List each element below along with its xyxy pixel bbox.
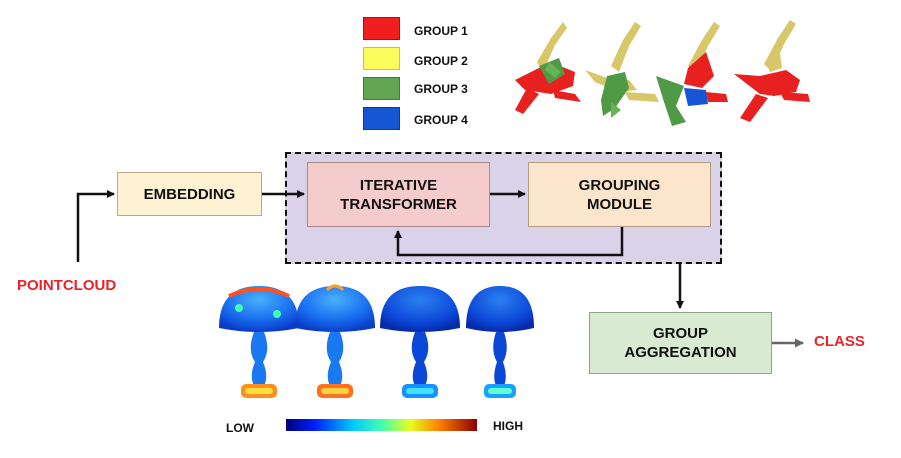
iterative-transformer-box: ITERATIVE TRANSFORMER [307, 162, 490, 227]
airplane-illustration-2 [585, 22, 659, 118]
heatmap-color-scale-bar [286, 419, 477, 431]
pointcloud-label: POINTCLOUD [17, 277, 117, 294]
group-aggregation-label-line-2: AGGREGATION [624, 344, 737, 361]
legend-swatch-group-4 [363, 107, 400, 130]
scale-low-label: LOW [226, 421, 254, 435]
grouping-module-label-line-1: GROUPING [578, 176, 661, 194]
embedding-label: EMBEDDING [143, 185, 236, 203]
airplane-illustration-4 [734, 20, 810, 122]
class-label: CLASS [814, 333, 865, 350]
group-aggregation-box: GROUP AGGREGATION [589, 312, 772, 374]
airplane-illustration-1 [515, 22, 581, 114]
iterative-transformer-label-line-1: ITERATIVE [359, 176, 438, 194]
legend-label-group-1: GROUP 1 [414, 24, 468, 38]
legend-swatch-group-1 [363, 17, 400, 40]
grouping-module-box: GROUPING MODULE [528, 162, 711, 227]
airplane-illustration-3 [656, 22, 728, 126]
arrow-pointcloud-to-embedding [76, 190, 115, 262]
lamp-illustration-2 [295, 284, 375, 398]
legend-swatch-group-3 [363, 77, 400, 100]
arrow-grouping-feedback-loop [394, 227, 624, 257]
legend-label-group-3: GROUP 3 [414, 82, 468, 96]
lamp-illustration-3 [380, 286, 460, 398]
grouping-module-label-line-2: MODULE [587, 195, 652, 213]
lamp-illustration-4 [466, 286, 534, 398]
group-aggregation-label-line-1: GROUP [652, 325, 708, 342]
embedding-box: EMBEDDING [117, 172, 262, 216]
iterative-transformer-label-line-2: TRANSFORMER [340, 195, 457, 213]
legend-label-group-2: GROUP 2 [414, 54, 468, 68]
lamp-illustration-1 [219, 286, 299, 398]
legend-label-group-4: GROUP 4 [414, 113, 468, 127]
scale-high-label: HIGH [493, 419, 523, 433]
legend-swatch-group-2 [363, 47, 400, 70]
